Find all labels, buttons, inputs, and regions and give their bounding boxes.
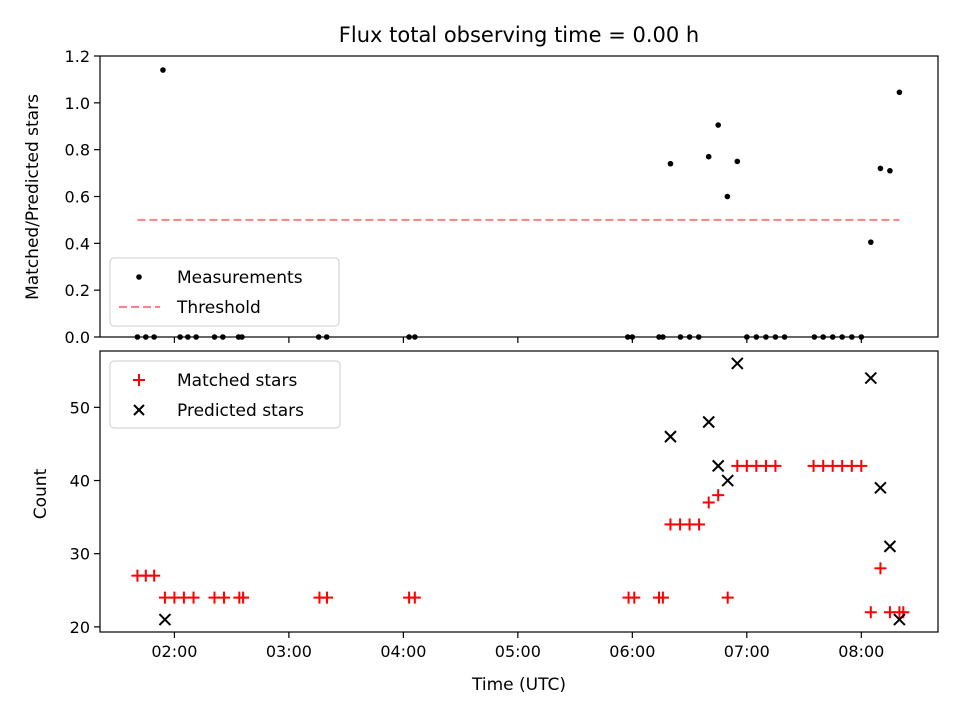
predicted-star-point bbox=[711, 459, 725, 473]
legend-predicted-marker bbox=[133, 404, 145, 416]
measurement-point bbox=[867, 239, 874, 245]
measurement-point bbox=[160, 67, 166, 73]
top-panel: 0.0 0.2 0.4 0.6 0.8 1.0 1.2 Matched/Predicted … bbox=[23, 47, 939, 347]
top-y-axis: 0.0 0.2 0.4 0.6 0.8 1.0 1.2 bbox=[65, 47, 100, 347]
bottom-y-axis: 20 30 40 50 bbox=[70, 398, 100, 637]
bottom-legend-box bbox=[109, 360, 341, 429]
predicted-star-point bbox=[731, 357, 744, 370]
matched-star-point bbox=[628, 591, 641, 604]
legend-measurements-marker bbox=[136, 274, 142, 280]
bottom-x-tick-label: 07:00 bbox=[724, 642, 770, 661]
predicted-star-point bbox=[721, 474, 734, 487]
top-y-tick-label: 0.4 bbox=[65, 234, 90, 253]
predicted-star-point bbox=[883, 540, 897, 553]
bottom-y-tick-label: 50 bbox=[70, 398, 90, 417]
matched-star-point bbox=[855, 459, 868, 472]
top-y-axis-label: Matched/Predicted stars bbox=[23, 94, 43, 300]
top-y-tick-label: 0.0 bbox=[65, 328, 90, 347]
legend-matched-label: Matched stars bbox=[177, 371, 297, 391]
matched-star-point bbox=[769, 459, 782, 472]
legend-measurements-label: Measurements bbox=[177, 268, 303, 288]
bottom-x-tick-label: 04:00 bbox=[380, 642, 426, 661]
matched-stars-points bbox=[131, 459, 910, 619]
matched-star-point bbox=[217, 591, 230, 604]
top-y-tick-label: 0.2 bbox=[65, 281, 90, 300]
predicted-star-point bbox=[864, 371, 878, 385]
bottom-x-tick-label: 02:00 bbox=[151, 642, 197, 661]
bottom-y-tick-label: 20 bbox=[70, 618, 90, 637]
matched-star-point bbox=[712, 489, 725, 502]
bottom-legend: Matched stars Predicted stars bbox=[109, 360, 341, 429]
top-y-tick-label: 0.8 bbox=[65, 141, 90, 160]
x-axis-label: Time (UTC) bbox=[471, 675, 566, 695]
legend-matched-marker bbox=[133, 374, 145, 386]
bottom-x-axis: 02:00 03:00 04:00 05:00 06:00 07:00 08:00 bbox=[151, 632, 884, 661]
matched-star-point bbox=[148, 569, 161, 582]
predicted-star-point bbox=[664, 430, 677, 443]
legend-threshold-label: Threshold bbox=[176, 298, 261, 318]
matched-star-point bbox=[874, 562, 887, 575]
measurement-point bbox=[705, 153, 712, 160]
bottom-x-tick-label: 08:00 bbox=[838, 642, 884, 661]
bottom-x-tick-label: 03:00 bbox=[266, 642, 312, 661]
measurement-point bbox=[896, 89, 903, 96]
matched-star-point bbox=[721, 591, 734, 604]
matched-star-point bbox=[237, 591, 250, 604]
predicted-star-point bbox=[893, 613, 906, 626]
top-y-tick-label: 0.6 bbox=[65, 188, 90, 207]
measurement-point bbox=[715, 122, 721, 128]
measurement-point bbox=[667, 160, 674, 167]
legend-predicted-label: Predicted stars bbox=[177, 401, 304, 421]
matched-star-point bbox=[656, 591, 669, 604]
bottom-y-tick-label: 30 bbox=[70, 545, 90, 564]
matched-star-point bbox=[408, 591, 421, 604]
matched-star-point bbox=[702, 496, 715, 509]
predicted-star-point bbox=[158, 613, 172, 626]
bottom-plot-frame bbox=[99, 350, 939, 633]
bottom-y-tick-label: 40 bbox=[70, 472, 90, 491]
measurement-point bbox=[724, 193, 731, 200]
top-x-axis bbox=[173, 337, 862, 343]
bottom-x-tick-label: 05:00 bbox=[495, 642, 541, 661]
top-y-tick-label: 1.2 bbox=[65, 47, 90, 66]
top-legend-box bbox=[109, 257, 340, 327]
predicted-star-point bbox=[702, 415, 715, 429]
predicted-stars-points bbox=[158, 357, 906, 626]
top-legend: Measurements Threshold bbox=[109, 257, 340, 327]
bottom-y-axis-label: Count bbox=[31, 468, 51, 519]
predicted-star-point bbox=[874, 481, 887, 495]
matched-star-point bbox=[321, 591, 334, 604]
matched-star-point bbox=[187, 591, 200, 604]
matched-star-point bbox=[693, 518, 706, 531]
measurement-point bbox=[877, 165, 884, 172]
matched-star-point bbox=[864, 606, 877, 619]
measurement-point bbox=[734, 158, 741, 165]
chart-title: Flux total observing time = 0.00 h bbox=[339, 23, 699, 47]
measurement-point bbox=[887, 167, 893, 174]
bottom-x-tick-label: 06:00 bbox=[609, 642, 655, 661]
top-y-tick-label: 1.0 bbox=[65, 94, 90, 113]
